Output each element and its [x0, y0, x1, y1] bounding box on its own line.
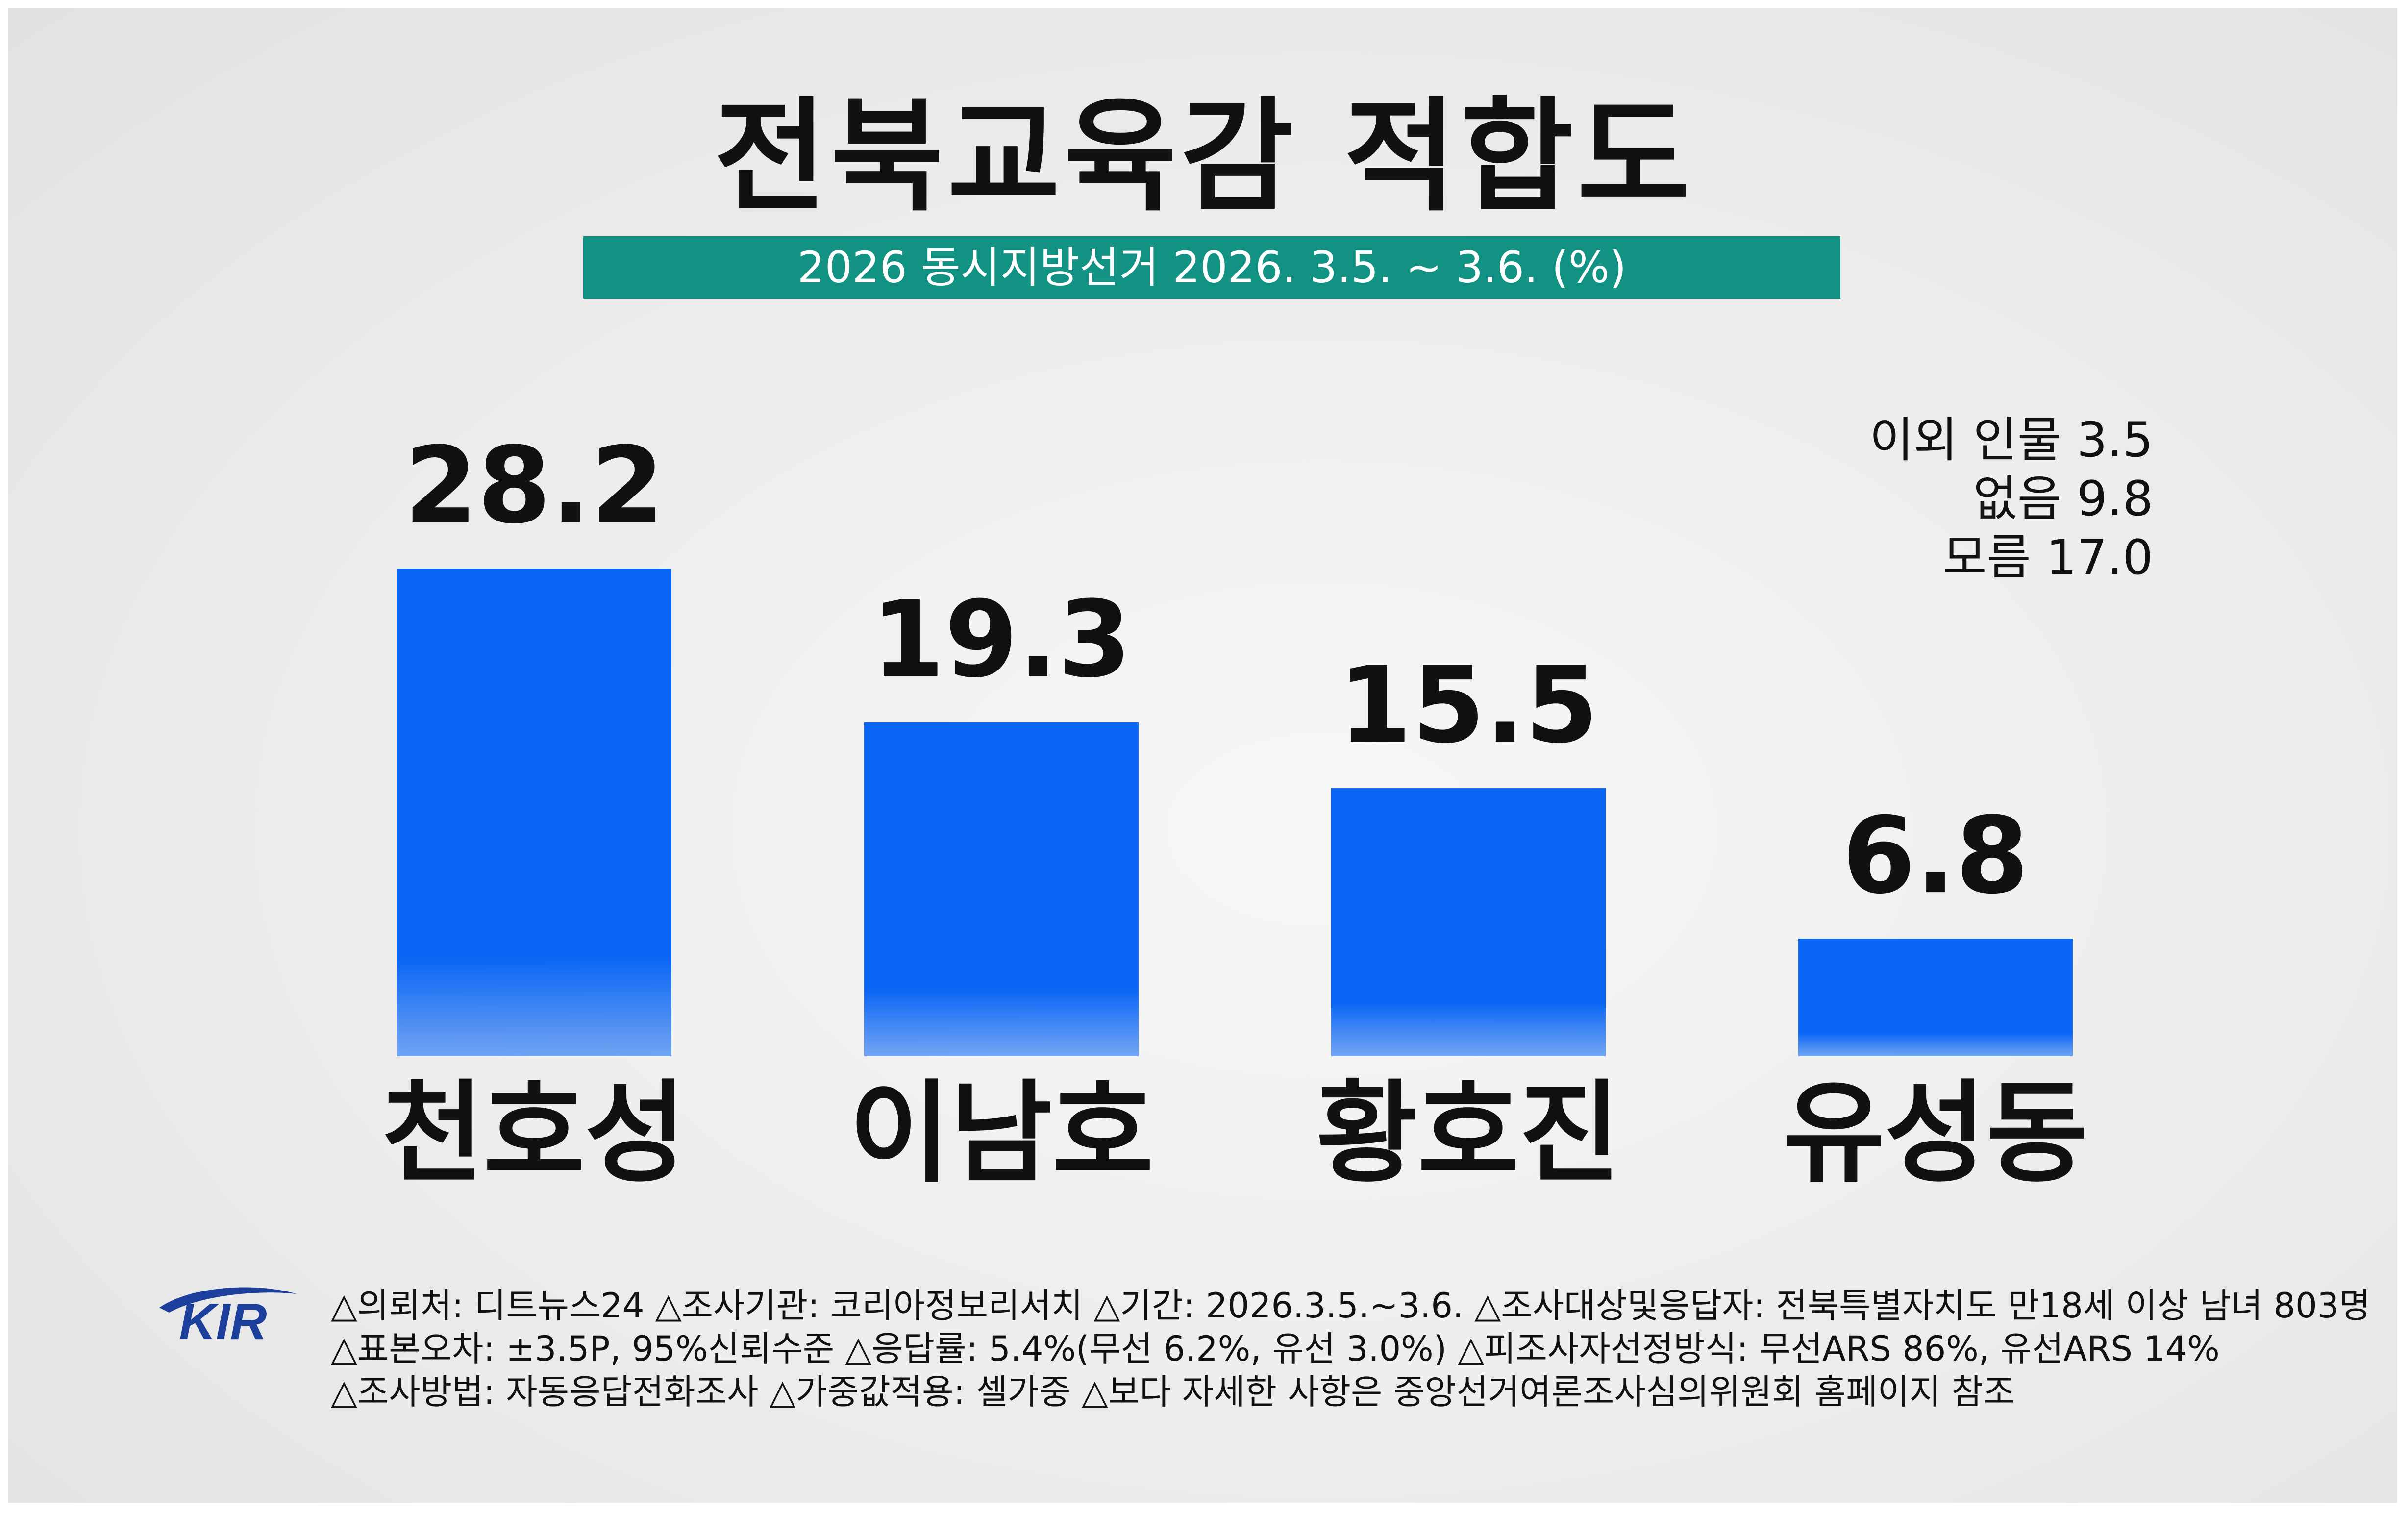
other-response-dont-know: 모름 17.0: [1942, 530, 2153, 586]
other-response-other-person: 이외 인물 3.5: [1869, 412, 2153, 468]
kir-logo: KIR: [159, 1287, 297, 1343]
chart-title: 전북교육감 적합도: [714, 85, 1694, 228]
bar-4: [1798, 939, 2073, 1056]
subtitle-banner: 2026 동시지방선거 2026. 3.5. ~ 3.6. (%): [583, 236, 1840, 299]
bar-3: [1331, 788, 1606, 1056]
bar-1: [397, 569, 671, 1056]
logo-swoosh: [159, 1287, 297, 1313]
bar-value-label-4: 6.8: [1842, 794, 2029, 917]
footnote-line-2: △표본오차: ±3.5P, 95%신뢰수준 △응답률: 5.4%(무선 6.2%…: [331, 1329, 2220, 1369]
survey-footnote: △의뢰처: 디트뉴스24 △조사기관: 코리아정보리서치 △기간: 2026.3…: [331, 1284, 2371, 1414]
category-label-1: 천호성: [382, 1069, 687, 1198]
category-label-2: 이남호: [849, 1069, 1154, 1198]
footnote-line-3: △조사방법: 자동응답전화조사 △가중값적용: 셀가중 △보다 자세한 사항은 …: [331, 1372, 2015, 1412]
footnote-line-1: △의뢰처: 디트뉴스24 △조사기관: 코리아정보리서치 △기간: 2026.3…: [331, 1286, 2371, 1326]
chart-subtitle: 2026 동시지방선거 2026. 3.5. ~ 3.6. (%): [797, 242, 1627, 293]
other-responses: 이외 인물 3.5 없음 9.8 모름 17.0: [1869, 411, 2153, 587]
bar-value-label-1: 28.2: [404, 424, 664, 547]
bar-2: [864, 722, 1139, 1056]
category-label-4: 유성동: [1784, 1069, 2088, 1198]
bar-value-label-3: 15.5: [1339, 644, 1598, 767]
logo-text: KIR: [179, 1293, 267, 1343]
category-label-3: 황호진: [1316, 1069, 1621, 1198]
bar-value-label-2: 19.3: [871, 578, 1131, 701]
other-response-none: 없음 9.8: [1973, 471, 2153, 527]
